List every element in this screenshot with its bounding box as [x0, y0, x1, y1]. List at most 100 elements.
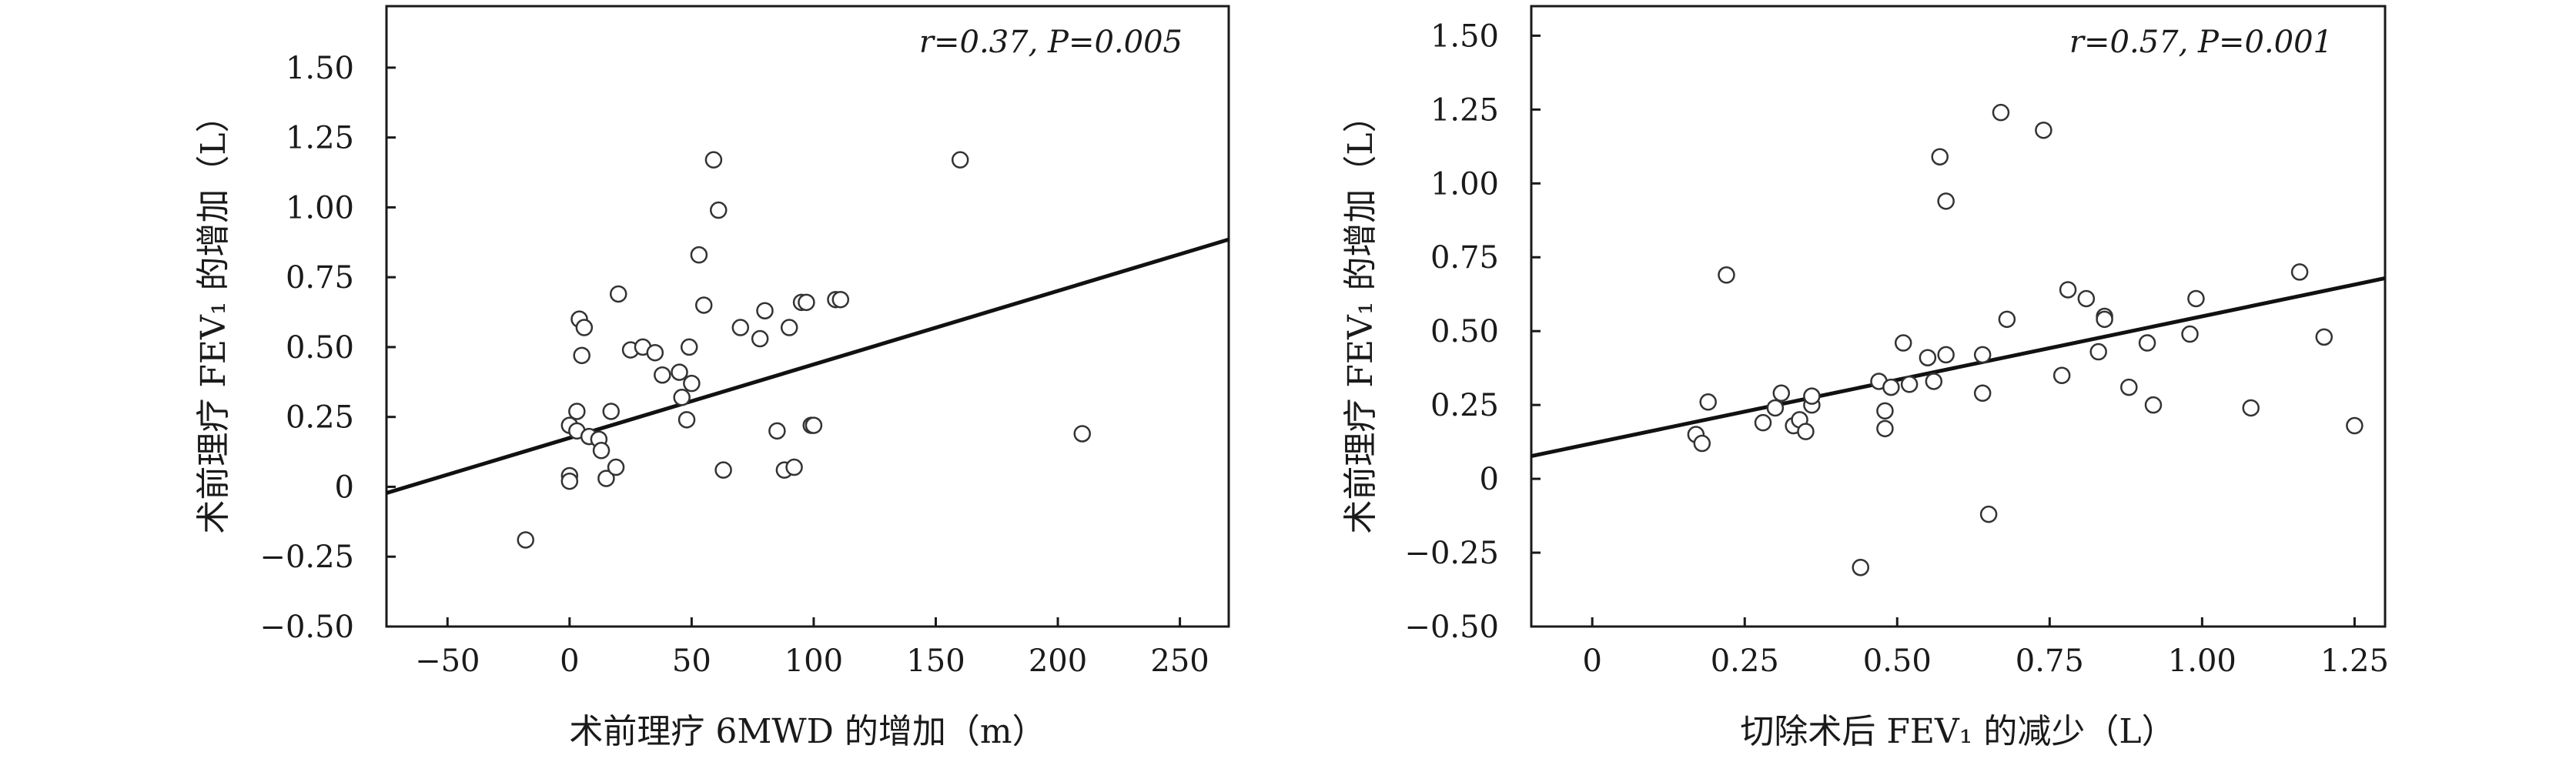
y-tick-label: 0.75	[1430, 240, 1499, 276]
data-points	[517, 151, 1091, 549]
y-tick-label: 1.25	[286, 121, 354, 156]
data-point	[2144, 396, 2163, 414]
y-axis-title: 术前理疗 FEV₁ 的增加（L）	[194, 99, 233, 533]
y-tick-label: 0.50	[286, 330, 354, 366]
plot-area-frame	[385, 5, 1230, 628]
data-points	[1687, 103, 2364, 577]
data-point	[2290, 263, 2309, 281]
data-point	[1803, 387, 1821, 405]
data-point	[2096, 310, 2113, 329]
y-tick-label: −0.50	[259, 610, 354, 645]
y-tick-label: −0.25	[1404, 536, 1499, 571]
data-point	[2242, 399, 2260, 417]
x-tick-label: 150	[906, 643, 965, 679]
data-point	[1852, 558, 1870, 577]
x-tick-label: 0.50	[1863, 643, 1932, 679]
x-axis-title: 术前理疗 6MWD 的增加（m）	[569, 712, 1045, 751]
data-point	[1772, 384, 1791, 403]
data-point	[768, 422, 786, 440]
y-tick-label: 1.50	[286, 51, 354, 86]
x-tick-label: 50	[672, 643, 711, 679]
data-point	[2052, 366, 2071, 385]
data-point	[1937, 346, 1955, 364]
data-point	[1876, 402, 1894, 420]
data-point	[517, 531, 534, 549]
data-point	[592, 442, 611, 460]
data-point	[1693, 434, 1711, 453]
data-point	[1876, 419, 1894, 438]
data-point	[1931, 148, 1949, 165]
data-point	[1919, 349, 1937, 366]
correlation-annotation: r=0.57, P=0.001	[2069, 25, 2333, 60]
y-axis-title: 术前理疗 FEV₁ 的增加（L）	[1341, 99, 1380, 533]
data-point	[573, 346, 590, 365]
x-tick-label: 200	[1029, 643, 1087, 679]
data-point	[805, 416, 823, 434]
y-tick-label: 1.00	[286, 190, 354, 226]
data-point	[597, 470, 615, 487]
data-point	[560, 472, 579, 490]
x-tick-label: 250	[1150, 643, 1209, 679]
data-point	[714, 461, 732, 479]
data-point	[780, 319, 798, 336]
data-point	[2120, 378, 2138, 396]
x-axis-ticks: 0 0.25 0.50 0.75 1.00 1.25	[1582, 617, 2389, 679]
y-tick-label: 0.75	[286, 260, 354, 296]
x-tick-label: 0	[1582, 643, 1601, 679]
x-tick-label: 0.25	[1711, 643, 1779, 679]
data-point	[671, 363, 688, 381]
data-point	[2181, 325, 2199, 343]
data-point	[1894, 334, 1912, 352]
data-point	[1937, 192, 1955, 210]
x-tick-label: 0	[560, 643, 579, 679]
data-point	[1998, 310, 2016, 329]
x-tick-label: 1.25	[2320, 643, 2389, 679]
data-point	[831, 290, 850, 309]
data-point	[1766, 399, 1785, 417]
y-axis-ticks: −0.50 −0.25 0 0.25 0.50 0.75 1.00 1.25 1.50	[259, 51, 396, 645]
y-tick-label: 0.50	[1430, 314, 1499, 349]
data-point	[1973, 384, 1992, 403]
data-point	[785, 458, 803, 476]
data-point	[2089, 343, 2107, 361]
chart-panel-left: −50 0 50 100 150 200 250 −0.50 −0.25 0 0.25 0.50 0.…	[194, 5, 1230, 751]
data-point	[1979, 505, 1998, 523]
data-point	[2187, 289, 2205, 308]
data-point	[710, 201, 728, 219]
y-tick-label: −0.50	[1404, 610, 1499, 645]
y-tick-label: 0.25	[1430, 388, 1499, 423]
data-point	[2035, 121, 2052, 139]
y-tick-label: 0.25	[286, 400, 354, 436]
y-tick-label: 1.50	[1430, 18, 1499, 54]
data-point	[2346, 416, 2364, 435]
x-tick-label: −50	[415, 643, 480, 679]
data-point	[1992, 103, 2010, 122]
y-tick-label: −0.25	[259, 540, 354, 575]
data-point	[731, 319, 750, 336]
data-point	[2059, 281, 2077, 299]
x-axis-title: 切除术后 FEV₁ 的减少（L）	[1740, 712, 2175, 751]
plot-area-frame	[1530, 5, 2387, 628]
data-point	[2315, 328, 2333, 346]
y-axis-ticks: −0.50 −0.25 0 0.25 0.50 0.75 1.00 1.25 1.50	[1404, 18, 1541, 645]
regression-line	[386, 237, 1229, 495]
data-point	[2077, 289, 2096, 308]
data-point	[602, 403, 620, 420]
y-tick-label: 1.00	[1430, 166, 1499, 202]
data-point	[2138, 334, 2156, 352]
data-point	[568, 403, 586, 420]
data-point	[609, 285, 627, 303]
data-point	[951, 151, 969, 169]
data-point	[1718, 266, 1735, 284]
x-tick-label: 100	[785, 643, 843, 679]
data-point	[607, 458, 625, 476]
data-point	[677, 411, 696, 429]
data-point	[704, 151, 723, 169]
y-tick-label: 0	[1480, 462, 1499, 497]
data-point	[756, 302, 774, 319]
data-point	[683, 374, 701, 393]
data-point	[654, 366, 671, 384]
data-point	[694, 296, 713, 314]
x-tick-label: 0.75	[2016, 643, 2084, 679]
